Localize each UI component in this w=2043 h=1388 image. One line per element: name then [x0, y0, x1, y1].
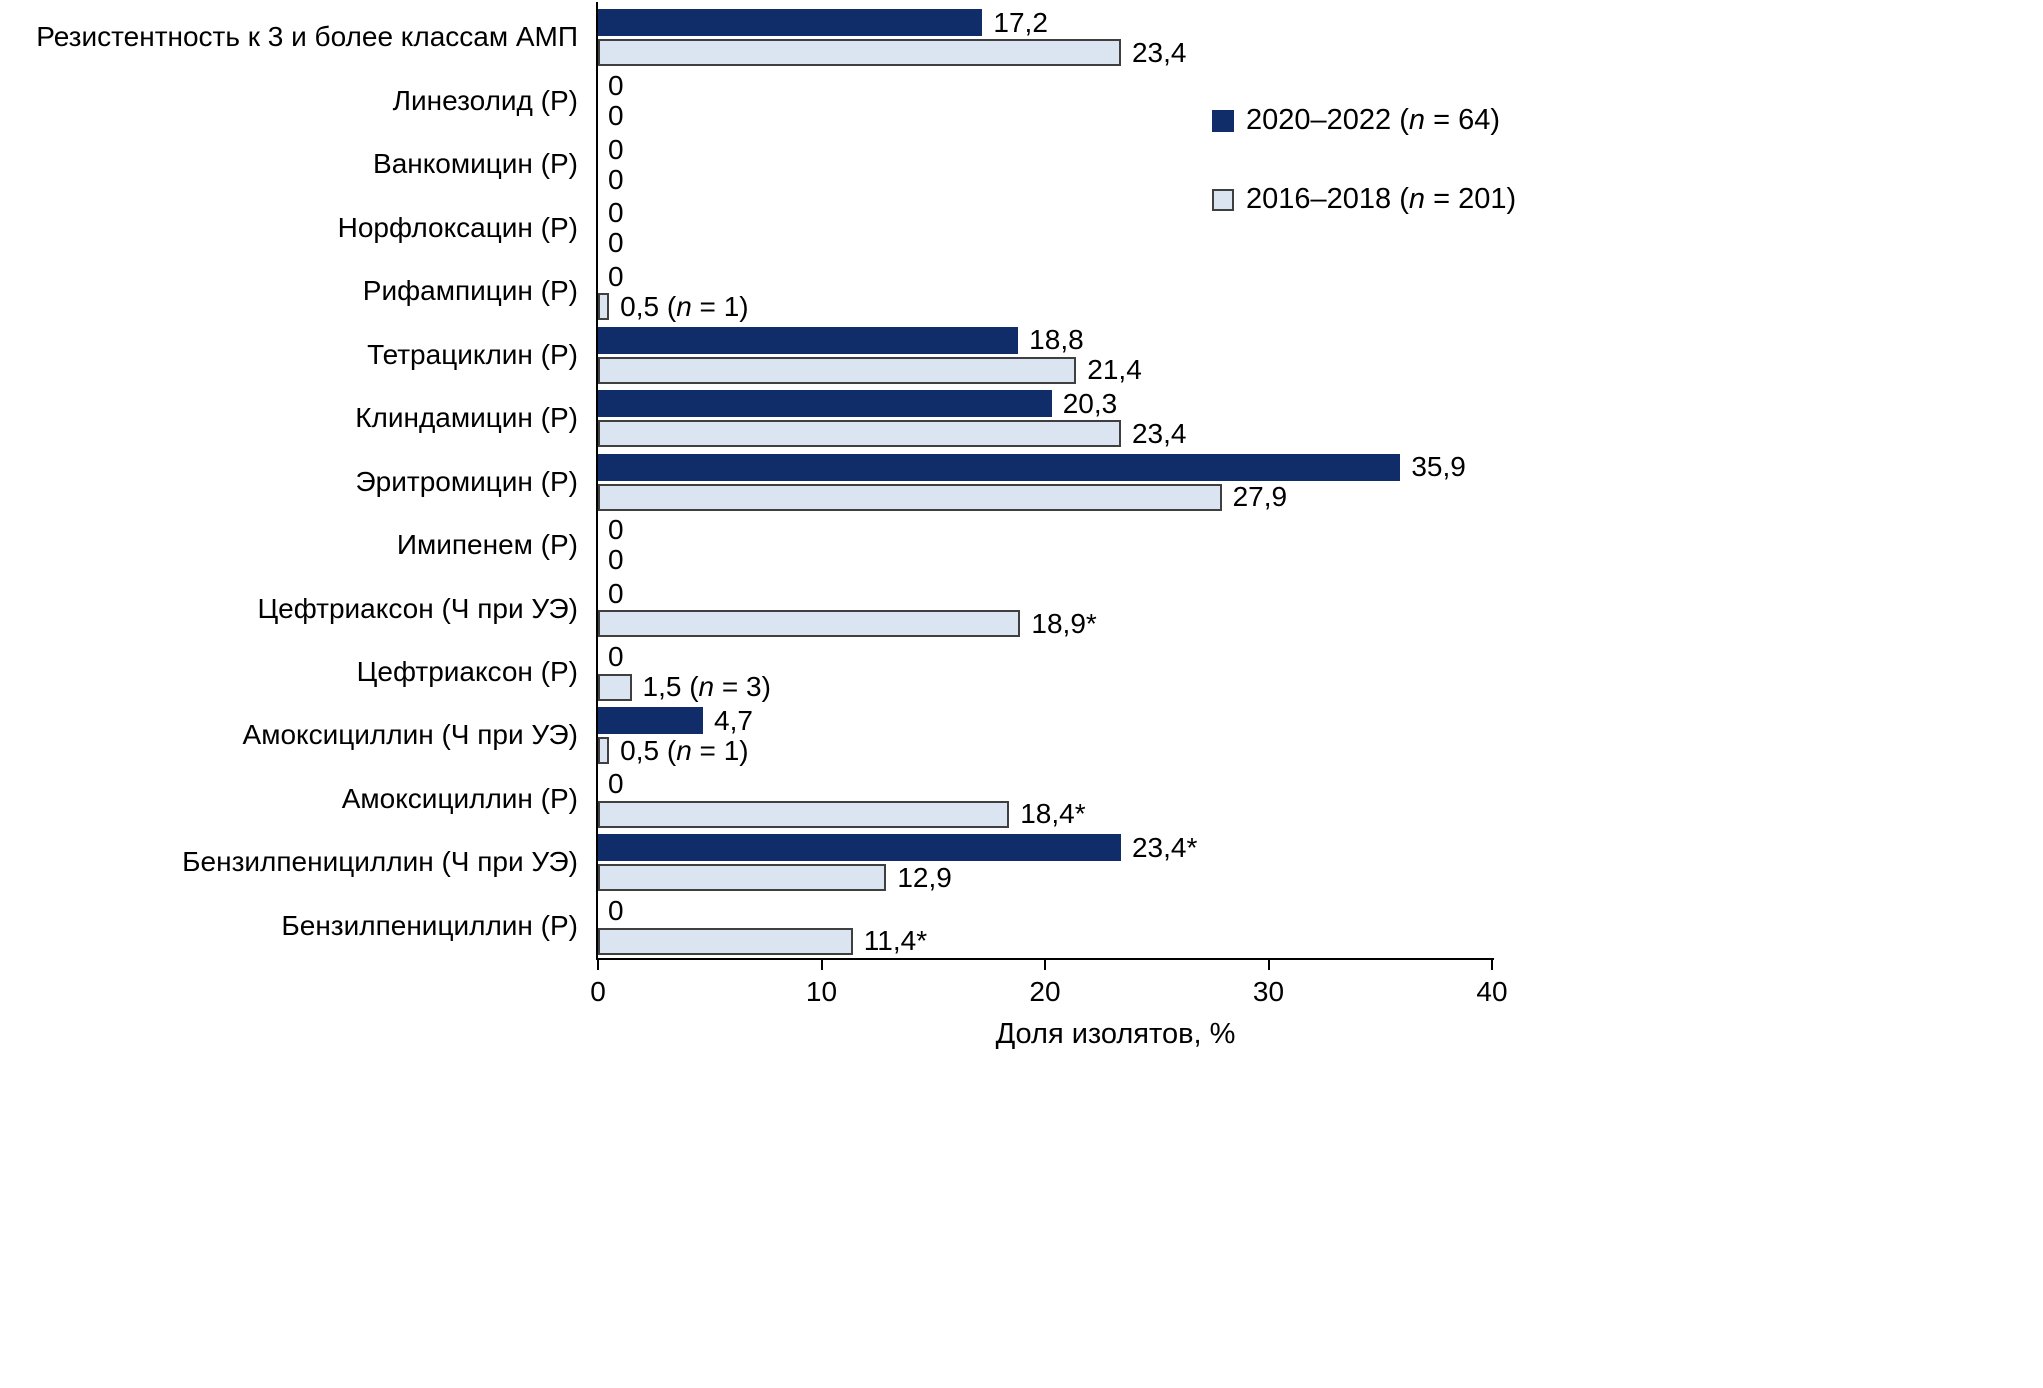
value-label: 0,5 (n = 1) — [620, 734, 749, 766]
bar-series-0 — [598, 390, 1052, 418]
value-label: 0 — [608, 544, 624, 576]
value-label: 4,7 — [714, 704, 753, 736]
bar-series-1 — [598, 293, 610, 321]
value-label: 0 — [608, 577, 624, 609]
value-label: 18,9* — [1031, 607, 1097, 639]
tick-mark — [1267, 958, 1270, 970]
value-label: 21,4 — [1087, 354, 1142, 386]
category-label: Рифампицин (Р) — [362, 275, 578, 307]
bar-series-1 — [598, 673, 632, 701]
category-label: Имипенем (Р) — [396, 529, 578, 561]
value-label: 0 — [608, 197, 624, 229]
category-label: Амоксициллин (Р) — [341, 782, 578, 814]
category-label: Ванкомицин (Р) — [373, 148, 578, 180]
tick-label: 10 — [805, 976, 838, 1007]
bar-series-0 — [598, 707, 704, 735]
value-label: 23,4 — [1131, 36, 1187, 68]
category-label: Эритромицин (Р) — [355, 465, 578, 497]
y-axis-line — [596, 2, 598, 960]
value-label: 0 — [608, 133, 624, 165]
x-axis-title: Доля изолятов, % — [995, 1018, 1236, 1050]
bar-series-0 — [598, 9, 983, 37]
tick-mark — [820, 958, 823, 970]
value-label: 0,5 (n = 1) — [620, 290, 749, 322]
bar-series-1 — [598, 483, 1222, 511]
bar-series-0 — [598, 453, 1401, 481]
legend-item: 2016–2018 (n = 201) — [1212, 183, 1516, 216]
legend: 2020–2022 (n = 64) 2016–2018 (n = 201) — [1212, 104, 1516, 262]
value-label: 18,4* — [1020, 798, 1086, 830]
bar-series-0 — [598, 834, 1121, 862]
value-label: 11,4* — [863, 925, 928, 957]
category-label: Норфлоксацин (Р) — [337, 211, 578, 243]
bar-series-1 — [598, 927, 853, 955]
bar-series-1 — [598, 864, 887, 892]
value-label: 18,8 — [1029, 324, 1084, 356]
legend-label: 2016–2018 (n = 201) — [1246, 183, 1517, 215]
value-label: 12,9 — [897, 861, 952, 893]
tick-label: 20 — [1029, 976, 1061, 1007]
bar-series-1 — [598, 39, 1121, 67]
bar-series-1 — [598, 800, 1010, 828]
legend-swatch — [1212, 109, 1234, 132]
category-label: Резистентность к 3 и более классам АМП — [36, 21, 578, 53]
value-label: 0 — [608, 514, 624, 546]
tick-label: 40 — [1476, 976, 1508, 1007]
value-label: 23,4* — [1131, 831, 1198, 863]
bar-series-0 — [598, 326, 1019, 354]
category-label: Клиндамицин (Р) — [355, 402, 578, 434]
category-label: Цефтриаксон (Ч при УЭ) — [257, 592, 578, 624]
tick-label: 30 — [1252, 976, 1285, 1007]
category-label: Бензилпенициллин (Ч при УЭ) — [182, 846, 578, 878]
category-label: Бензилпенициллин (Р) — [281, 909, 578, 941]
value-label: 0 — [608, 227, 624, 259]
tick-label: 0 — [590, 976, 606, 1007]
value-label: 0 — [608, 163, 624, 195]
tick-mark — [597, 958, 599, 970]
value-label: 1,5 (n = 3) — [642, 671, 771, 703]
value-label: 23,4 — [1131, 417, 1187, 449]
tick-mark — [1044, 958, 1046, 970]
legend-swatch — [1212, 188, 1234, 211]
value-label: 0 — [608, 895, 624, 927]
category-label: Амоксициллин (Ч при УЭ) — [242, 719, 578, 751]
value-label: 35,9 — [1411, 451, 1466, 482]
value-label: 17,2 — [993, 6, 1048, 38]
legend-label: 2020–2022 (n = 64) — [1246, 104, 1500, 136]
tick-mark — [1491, 958, 1493, 970]
bar-series-1 — [598, 356, 1077, 384]
value-label: 27,9 — [1232, 481, 1288, 512]
value-label: 0 — [608, 260, 624, 292]
bar-series-1 — [598, 610, 1021, 638]
legend-item: 2020–2022 (n = 64) — [1212, 104, 1516, 137]
value-label: 0 — [608, 100, 624, 132]
value-label: 0 — [608, 768, 624, 800]
bar-series-1 — [598, 737, 610, 765]
value-label: 20,3 — [1062, 387, 1118, 419]
value-label: 0 — [608, 641, 624, 673]
category-label: Линезолид (Р) — [392, 84, 578, 116]
category-label: Тетрациклин (Р) — [367, 338, 578, 370]
value-label: 0 — [608, 70, 624, 102]
bar-series-1 — [598, 420, 1121, 448]
category-label: Цефтриаксон (Р) — [356, 655, 578, 687]
